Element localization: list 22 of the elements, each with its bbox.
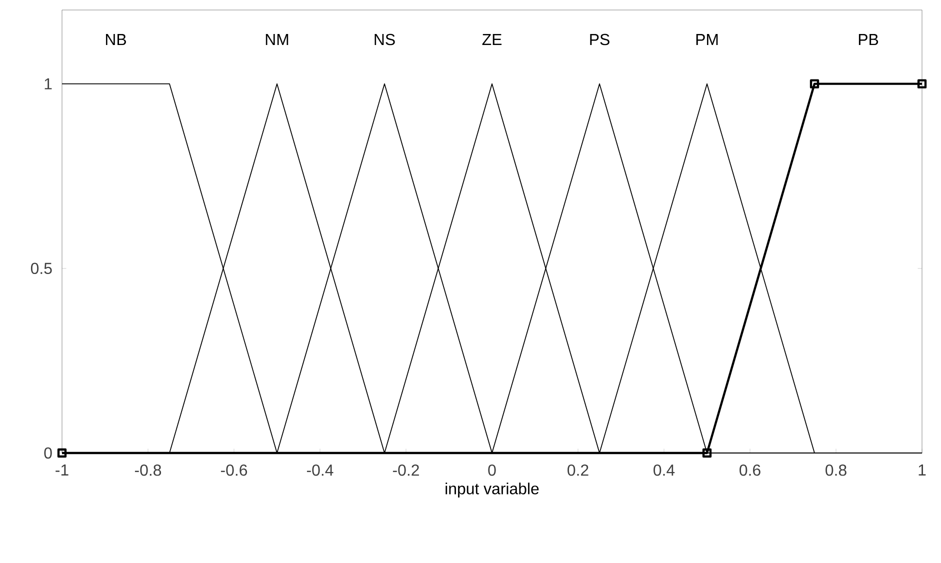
text: ZE xyxy=(482,34,502,46)
x-tick-label: -0.2 xyxy=(392,464,419,476)
x-tick-label: 0 xyxy=(488,464,496,476)
x-axis-title: input variable xyxy=(446,482,539,498)
x-tick-label: -0.8 xyxy=(134,464,162,476)
text: NB xyxy=(106,34,126,46)
text: NM xyxy=(266,34,288,46)
x-tick-label: 0.6 xyxy=(740,464,760,476)
y-tick-label: 0.5 xyxy=(30,262,52,274)
x-tick-label: 0.2 xyxy=(568,464,588,476)
y-tick-label: 0 xyxy=(44,447,52,459)
y-tick-label: 1 xyxy=(44,78,52,90)
x-tick-label: -1 xyxy=(56,464,68,476)
text: PB xyxy=(858,34,878,46)
x-tick-label: 0.4 xyxy=(654,464,675,476)
text: PM xyxy=(696,34,718,46)
x-tick-label: 0.8 xyxy=(826,464,846,476)
x-tick-label: -0.4 xyxy=(306,464,334,476)
x-tick-label: -0.6 xyxy=(220,464,248,476)
text: NS xyxy=(374,34,395,46)
text: PS xyxy=(590,34,610,46)
x-tick-label: 1 xyxy=(918,464,926,476)
